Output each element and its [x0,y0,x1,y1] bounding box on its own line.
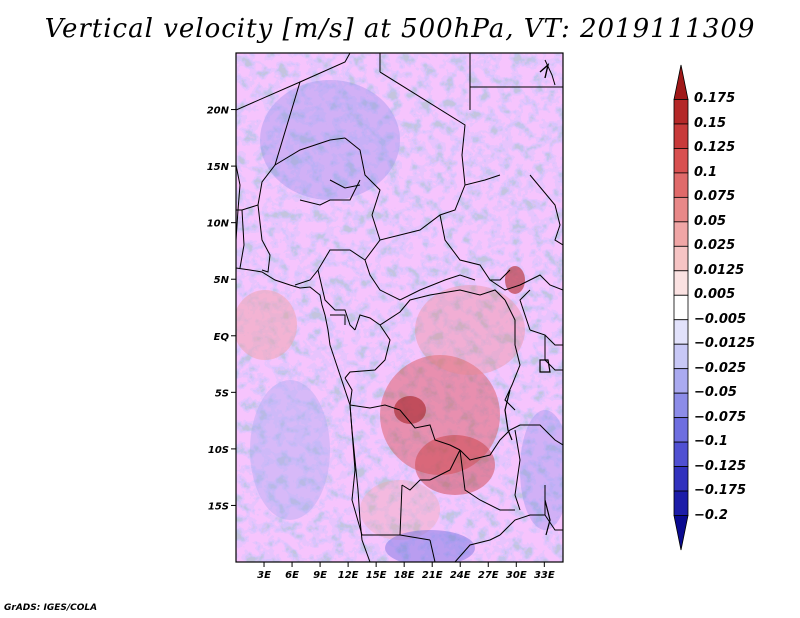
colorbar-swatch [673,417,689,443]
colorbar-label: −0.0125 [694,336,756,352]
lon-tick-label: 6E [285,570,299,581]
colorbar-swatch [673,148,689,174]
colorbar-swatch [673,490,689,516]
colorbar-swatch [673,466,689,492]
lon-tick-label: 9E [313,570,327,581]
plot-frame [235,52,564,563]
lat-tick-label: 15N [207,162,230,173]
colorbar-label: 0.025 [694,238,736,254]
lon-tick-label: 33E [534,570,555,581]
colorbar-swatch [673,441,689,467]
lat-tick-label: 5N [214,275,230,286]
angola-updraft [394,396,426,424]
colorbar-label: −0.1 [694,434,728,450]
colorbar-swatch [673,123,689,149]
latitude-axis: 20N 15N 10N 5N EQ 5S 10S 15S [207,106,236,512]
colorbar-label: 0.005 [694,287,736,303]
lat-tick-label: 20N [207,106,230,117]
lat-tick-label: 10N [207,219,230,230]
colorbar-label: −0.125 [694,458,747,474]
lon-tick-label: 30E [506,570,527,581]
colorbar-swatch [673,196,689,223]
lat-tick-label: EQ [214,332,230,343]
gulf-of-guinea-updraft [236,290,297,360]
colorbar-label: −0.2 [694,507,728,523]
colorbar-swatch [673,99,689,125]
lon-tick-label: 21E [422,570,443,581]
colorbar-label: 0.05 [694,213,727,229]
colorbar-swatch [673,515,689,551]
colorbar-swatch [673,245,689,272]
atlantic-downdraft [250,380,330,520]
colorbar-swatch [673,343,689,370]
colorbar-swatch [673,294,689,321]
colorbar-label: 0.0125 [694,262,745,278]
colorbar-swatch [673,172,689,198]
footer-credit: GrADS: IGES/COLA [4,603,98,613]
colorbar-label: 0.125 [694,140,736,156]
lon-tick-label: 18E [394,570,415,581]
colorbar-swatch [673,319,689,345]
lat-tick-label: 10S [208,445,229,456]
colorbar-label: 0.15 [694,115,727,131]
colorbar-label: −0.005 [694,311,747,327]
great-lakes-updraft [505,266,525,294]
colorbar-swatch [673,221,689,247]
central-africa-updraft [415,285,525,375]
lat-tick-label: 5S [215,388,229,399]
congo-basin-updraft [380,355,500,475]
lon-tick-label: 12E [338,570,359,581]
colorbar-label: 0.075 [694,189,736,205]
colorbar-label: 0.175 [694,91,736,107]
colorbar-label: −0.175 [694,483,747,499]
lon-tick-label: 24E [450,570,471,581]
longitude-axis: 3E 6E 9E 12E 15E 18E 21E 24E 27E 30E 33E [257,562,555,581]
colorbar-swatch [673,368,689,394]
colorbar [673,64,689,551]
coastlines [236,59,556,562]
colorbar-swatch [673,392,689,419]
south-africa-downdraft [385,530,475,562]
lon-tick-label: 3E [257,570,271,581]
lon-tick-label: 27E [478,570,499,581]
map-title: Vertical velocity [m/s] at 500hPa, VT: 2… [44,14,756,44]
colorbar-swatch [673,64,689,100]
colorbar-swatch [673,270,689,296]
zambia-updraft [415,435,495,495]
colorbar-label: −0.075 [694,409,747,425]
lat-tick-label: 15S [208,501,229,512]
colorbar-label: −0.05 [694,385,737,401]
colorbar-label: −0.025 [694,360,747,376]
country-borders [236,53,563,562]
colorbar-label: 0.1 [694,164,718,180]
lon-tick-label: 15E [366,570,387,581]
